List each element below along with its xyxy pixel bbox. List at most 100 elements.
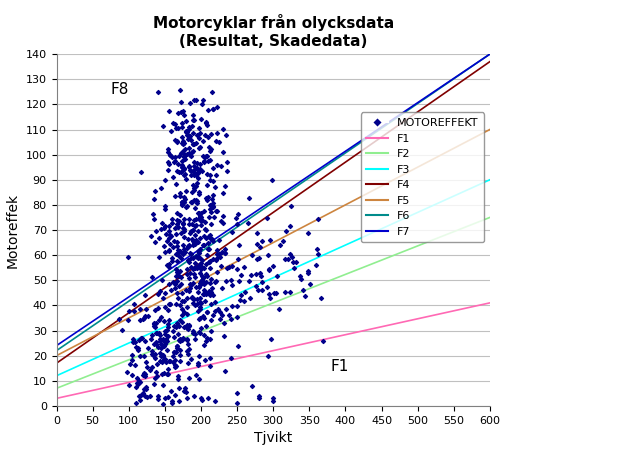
Point xyxy=(187,149,197,156)
Point xyxy=(173,295,183,302)
Point xyxy=(205,292,215,299)
Point xyxy=(205,257,215,264)
Point xyxy=(139,315,149,322)
Point xyxy=(178,219,188,226)
Point xyxy=(194,190,204,197)
Point xyxy=(177,335,187,342)
Point xyxy=(195,212,205,220)
Point xyxy=(174,218,184,225)
Point xyxy=(160,331,170,338)
Point xyxy=(176,99,187,106)
Point xyxy=(182,150,192,157)
Point xyxy=(159,343,169,350)
Point xyxy=(199,341,209,348)
Point xyxy=(311,262,321,269)
Point xyxy=(195,246,205,253)
Point xyxy=(141,383,151,391)
Point xyxy=(158,382,168,389)
Point xyxy=(163,365,173,373)
Point xyxy=(180,308,190,315)
Point xyxy=(147,332,157,339)
Point xyxy=(303,267,313,274)
Point xyxy=(189,171,199,179)
Point xyxy=(184,163,194,170)
Point xyxy=(151,361,161,368)
Point xyxy=(175,87,185,94)
Point xyxy=(193,283,203,290)
Point xyxy=(206,300,216,308)
Point xyxy=(165,241,175,248)
Point xyxy=(151,329,161,336)
Point xyxy=(178,201,188,208)
Point xyxy=(170,362,180,369)
Point xyxy=(279,255,290,262)
Point xyxy=(289,265,299,272)
Point xyxy=(175,253,185,260)
Point xyxy=(190,263,200,271)
Point xyxy=(181,128,191,135)
Point xyxy=(217,285,227,292)
Point xyxy=(159,317,169,324)
Point xyxy=(134,392,144,400)
Point xyxy=(135,316,145,323)
Point xyxy=(193,188,203,195)
Point xyxy=(198,275,208,282)
Point xyxy=(156,353,166,360)
Point xyxy=(252,230,263,237)
Point xyxy=(182,271,192,278)
Point xyxy=(180,248,190,255)
Point xyxy=(159,225,169,232)
Point xyxy=(127,356,137,364)
Point xyxy=(198,138,208,145)
Point xyxy=(206,276,216,283)
Point xyxy=(200,154,210,161)
Point xyxy=(181,388,192,396)
Point xyxy=(202,273,212,280)
Point xyxy=(146,392,156,400)
Point xyxy=(312,245,322,253)
Point xyxy=(202,152,212,159)
Point xyxy=(150,354,160,361)
Point xyxy=(150,238,160,245)
Point xyxy=(177,198,187,205)
Point xyxy=(123,316,133,323)
Point xyxy=(185,322,195,329)
Point xyxy=(160,223,170,230)
Point xyxy=(162,346,172,354)
Point xyxy=(188,147,198,155)
Point xyxy=(138,390,148,397)
Point xyxy=(195,304,205,311)
Point xyxy=(262,214,272,221)
Point xyxy=(161,327,171,334)
Point xyxy=(257,287,268,294)
Point xyxy=(165,358,175,365)
Point xyxy=(191,171,201,179)
Point xyxy=(246,271,256,278)
Point xyxy=(169,349,179,356)
Point xyxy=(188,116,198,124)
Point xyxy=(165,301,175,308)
Point xyxy=(287,253,297,260)
Point xyxy=(177,123,187,130)
Point xyxy=(197,277,207,285)
Point xyxy=(252,255,262,262)
Point xyxy=(174,152,184,160)
Point xyxy=(164,161,174,168)
Point xyxy=(214,251,224,258)
Point xyxy=(194,352,204,359)
Point xyxy=(216,262,226,270)
Point xyxy=(179,111,189,118)
Point xyxy=(179,199,189,206)
Point xyxy=(175,254,185,262)
Point xyxy=(267,176,277,184)
Point xyxy=(183,149,193,156)
Point xyxy=(168,243,178,250)
Point xyxy=(196,265,206,272)
Point xyxy=(269,289,279,296)
Point xyxy=(285,250,295,257)
Point xyxy=(175,190,185,197)
Point xyxy=(193,316,203,323)
Point xyxy=(185,99,195,106)
Point xyxy=(160,327,170,335)
Point xyxy=(227,281,237,289)
